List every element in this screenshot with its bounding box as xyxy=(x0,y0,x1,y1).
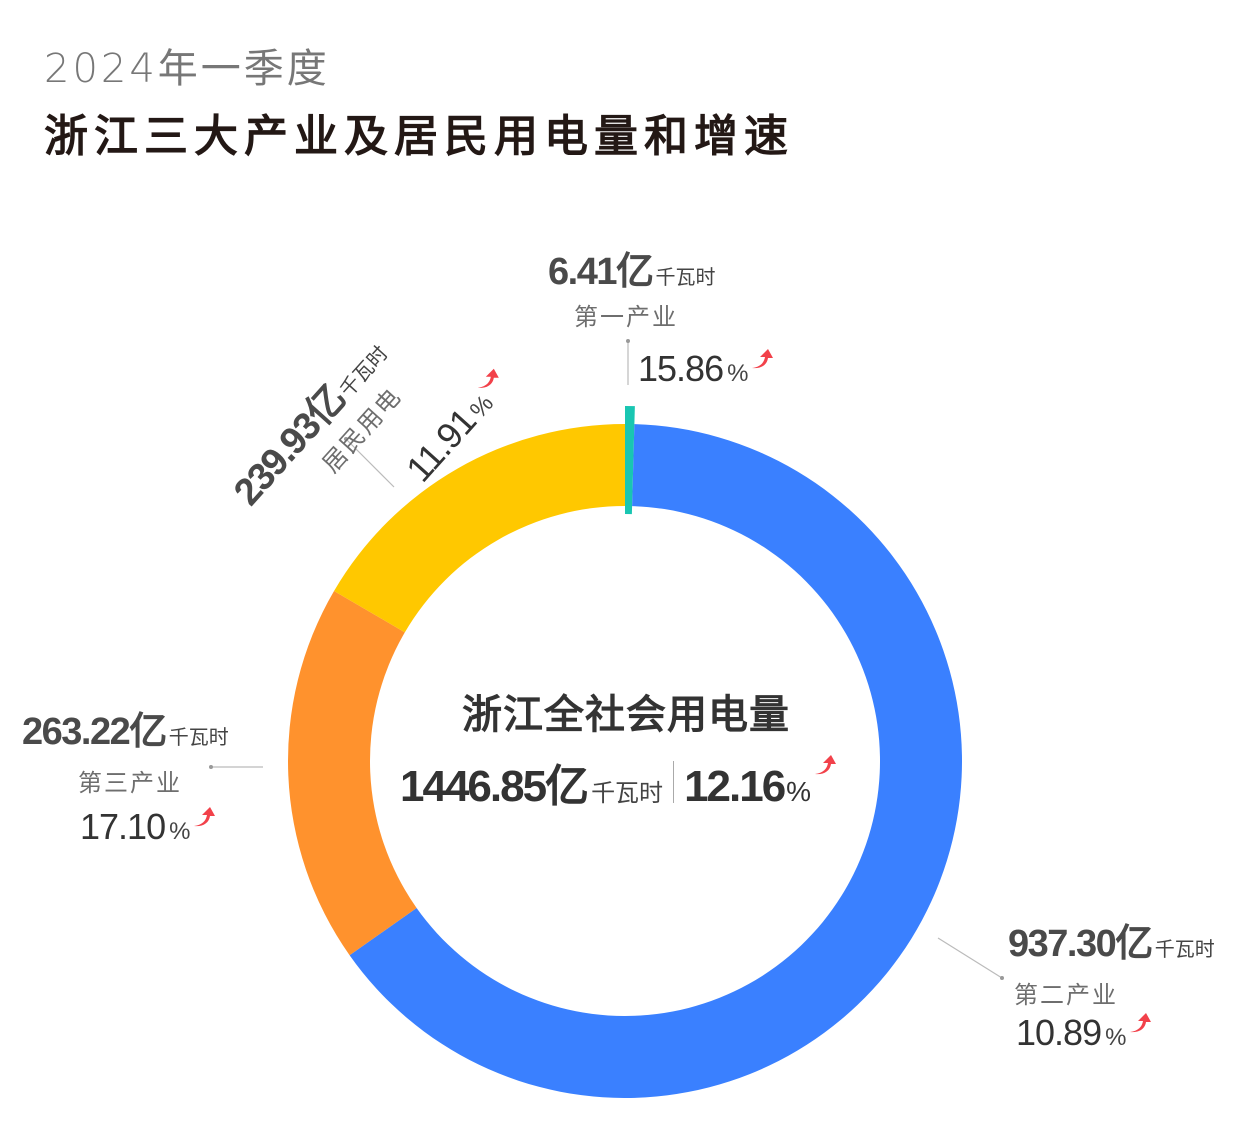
center-total-value: 1446.85亿 xyxy=(400,762,589,811)
donut-segment-tertiary xyxy=(287,590,417,956)
up-arrow-icon xyxy=(815,755,837,775)
leader-line-secondary xyxy=(937,937,1003,979)
chart-title: 浙江三大产业及居民用电量和增速 xyxy=(44,111,794,162)
center-divider xyxy=(673,761,675,803)
value-tertiary: 263.22亿 xyxy=(22,711,167,753)
leader-dot-residential xyxy=(344,437,348,441)
donut-segment-primary xyxy=(625,406,635,515)
label-secondary-industry: 937.30亿 千瓦时 第二产业 10.89% xyxy=(1008,923,1215,1053)
center-title: 浙江全社会用电量 xyxy=(462,691,790,738)
growth-value-secondary: 10.89 xyxy=(1016,1012,1102,1053)
growth-primary-industry: 15.86% xyxy=(638,348,774,390)
leader-dot-tertiary xyxy=(209,765,213,769)
category-secondary: 第二产业 xyxy=(1014,981,1118,1009)
growth-value-primary: 15.86 xyxy=(638,348,724,389)
value-primary: 6.41亿 xyxy=(548,251,654,293)
center-growth-value: 12.16 xyxy=(684,762,786,811)
value-secondary: 937.30亿 xyxy=(1008,923,1153,965)
category-tertiary: 第三产业 xyxy=(78,769,182,797)
center-total: 1446.85亿 千瓦时 12.16% xyxy=(400,750,837,814)
unit-primary: 千瓦时 xyxy=(655,265,716,289)
up-arrow-icon xyxy=(1130,1013,1152,1033)
leader-dot-primary xyxy=(626,339,630,343)
up-arrow-icon xyxy=(194,807,216,827)
up-arrow-icon xyxy=(752,349,774,369)
label-primary-industry: 6.41亿 千瓦时 第一产业 xyxy=(548,240,715,332)
category-primary: 第一产业 xyxy=(574,303,678,331)
growth-value-tertiary: 17.10 xyxy=(80,806,166,847)
donut-segment-residential xyxy=(334,424,625,633)
leader-dot-secondary xyxy=(1000,976,1004,980)
up-arrow-icon xyxy=(477,368,499,389)
unit-tertiary: 千瓦时 xyxy=(168,725,229,749)
label-tertiary-industry: 263.22亿 千瓦时 第三产业 17.10% xyxy=(22,711,229,847)
donut-ring xyxy=(287,406,963,1099)
center-total-unit: 千瓦时 xyxy=(591,779,664,807)
leader-line-residential xyxy=(345,438,395,488)
chart-subtitle: 2024年一季度 xyxy=(44,46,330,92)
unit-secondary: 千瓦时 xyxy=(1154,937,1215,961)
growth-residential: 11.91% xyxy=(398,363,519,491)
